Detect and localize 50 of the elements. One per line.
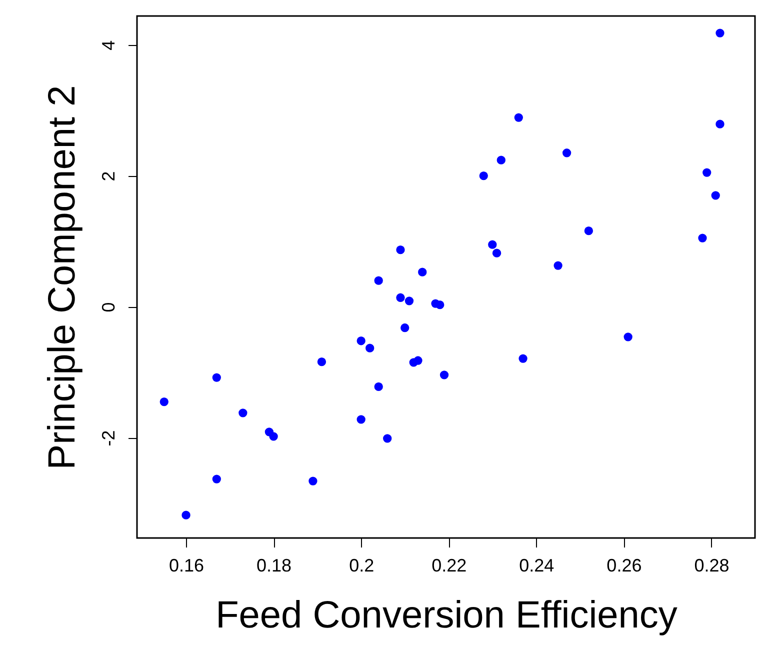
point xyxy=(716,28,724,38)
x-tick-label: 0.16 xyxy=(168,556,204,576)
point xyxy=(383,434,392,443)
point xyxy=(374,276,383,285)
x-tick-label: 0.26 xyxy=(606,556,642,576)
point xyxy=(366,344,374,352)
point xyxy=(212,474,221,484)
y-tick-label: -2 xyxy=(98,430,118,446)
point xyxy=(374,382,383,392)
point xyxy=(404,296,414,306)
point xyxy=(356,415,366,424)
point xyxy=(554,261,562,270)
y-tick-label: 0 xyxy=(98,302,118,312)
point xyxy=(414,356,422,365)
point xyxy=(698,234,707,242)
x-tick-label: 0.18 xyxy=(256,556,292,576)
y-axis-title: Principle Component 2 xyxy=(42,85,84,470)
point xyxy=(702,168,712,177)
point xyxy=(238,408,248,418)
point xyxy=(182,510,190,520)
x-tick-label: 0.28 xyxy=(694,556,730,576)
y-tick-label: 4 xyxy=(98,40,118,50)
point xyxy=(479,171,488,180)
point xyxy=(711,191,720,200)
point xyxy=(269,432,278,441)
x-tick-label: 0.2 xyxy=(349,556,374,576)
point xyxy=(584,226,594,236)
point xyxy=(396,293,405,302)
y-tick-label: 2 xyxy=(98,171,118,182)
x-axis-title: Feed Conversion Efficiency xyxy=(216,594,678,636)
point xyxy=(716,120,724,128)
point xyxy=(496,156,506,164)
point xyxy=(160,397,168,406)
point xyxy=(400,323,410,332)
point xyxy=(436,300,444,310)
point xyxy=(212,373,221,382)
point xyxy=(492,248,502,258)
point xyxy=(440,370,449,380)
point xyxy=(562,148,572,158)
point xyxy=(518,354,528,363)
x-tick-label: 0.24 xyxy=(519,556,554,576)
point xyxy=(418,268,427,276)
point xyxy=(488,240,497,249)
point xyxy=(356,336,366,346)
point xyxy=(624,332,632,342)
point xyxy=(396,246,405,254)
x-tick-label: 0.22 xyxy=(432,556,467,576)
point xyxy=(308,476,318,486)
point xyxy=(317,357,326,366)
point xyxy=(514,113,523,122)
